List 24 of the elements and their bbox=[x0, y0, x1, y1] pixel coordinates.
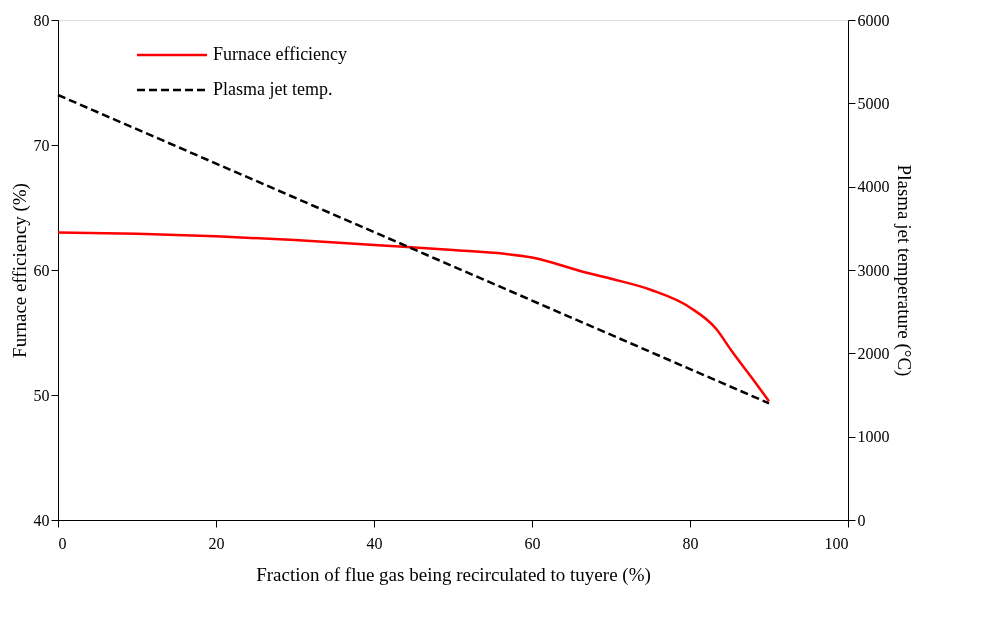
y2-tick-label: 4000 bbox=[857, 178, 890, 196]
y2-tick-label: 5000 bbox=[857, 94, 890, 112]
x-axis-title: Fraction of flue gas being recirculated to tuyere (%) bbox=[256, 563, 651, 586]
y-axis-title: Furnace efficiency (%) bbox=[8, 183, 31, 358]
y2-tick-label: 0 bbox=[857, 511, 866, 529]
line-series bbox=[56, 231, 771, 403]
y2-tick-label: 1000 bbox=[857, 428, 890, 446]
y-tick-label: 70 bbox=[33, 136, 50, 154]
y2-tick-label: 2000 bbox=[857, 344, 890, 362]
x-tick-label: 40 bbox=[366, 534, 383, 552]
y2-tick-label: 6000 bbox=[857, 11, 890, 29]
x-tick-label: 20 bbox=[208, 534, 225, 552]
x-tick-label: 60 bbox=[524, 534, 541, 552]
legend-label: Furnace efficiency bbox=[213, 44, 348, 64]
y-tick-label: 60 bbox=[33, 261, 50, 279]
x-tick-label: 100 bbox=[824, 534, 849, 552]
x-tick-label: 80 bbox=[682, 534, 699, 552]
y-tick-label: 80 bbox=[33, 11, 50, 29]
legend-label: Plasma jet temp. bbox=[213, 79, 333, 99]
y2-tick-label: 3000 bbox=[857, 261, 890, 279]
x-tick-label: 0 bbox=[58, 534, 67, 552]
y-tick-label: 50 bbox=[33, 386, 50, 404]
y-tick-label: 40 bbox=[33, 511, 50, 529]
y2-axis-title: Plasma jet temperature (°C) bbox=[892, 164, 915, 377]
